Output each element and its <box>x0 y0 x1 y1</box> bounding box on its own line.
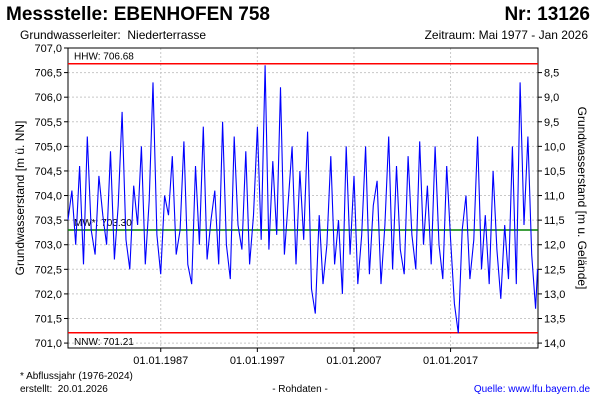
y2-tick-label: 11,0 <box>544 191 565 203</box>
y2-axis-label: Grundwasserstand [m u. Gelände] <box>575 107 589 290</box>
created-date: erstellt: 20.01.2026 <box>20 384 108 395</box>
y2-tick-label: 9,5 <box>544 117 559 129</box>
y-axis-label: Grundwasserstand [m ü. NN] <box>13 121 27 276</box>
period-label: Zeitraum: Mai 1977 - Jan 2026 <box>424 28 588 42</box>
grid-lines <box>68 47 538 348</box>
series-line <box>67 65 539 334</box>
station-number: Nr: 13126 <box>504 4 590 25</box>
y2-tick-label: 8,5 <box>544 68 559 80</box>
y2-tick-label: 13,5 <box>544 313 565 325</box>
y-tick-label: 702,5 <box>34 264 62 276</box>
x-tick-label: 01.01.2017 <box>423 355 478 367</box>
x-tick-label: 01.01.1997 <box>230 355 285 367</box>
y2-tick-label: 12,5 <box>544 264 565 276</box>
created-label: erstellt: <box>20 384 53 395</box>
y2-tick-label: 12,0 <box>544 240 565 252</box>
footnote: * Abflussjahr (1976-2024) <box>20 371 133 382</box>
ref-label-hhw: HHW: 706.68 <box>74 52 134 63</box>
y-tick-label: 701,0 <box>34 338 62 350</box>
source-link[interactable]: Quelle: www.lfu.bayern.de <box>473 384 590 395</box>
plot-frame <box>67 47 539 349</box>
y2-tick-label: 9,0 <box>544 92 559 104</box>
raw-data-label: - Rohdaten - <box>272 384 328 395</box>
aquifer-info: Grundwasserleiter: Niederterrasse <box>20 28 206 42</box>
y2-tick-label: 11,5 <box>544 215 565 227</box>
y-tick-label: 704,5 <box>34 166 62 178</box>
y-tick-label: 705,0 <box>34 141 62 153</box>
y2-tick-label: 14,0 <box>544 338 565 350</box>
page-title: Messstelle: EBENHOFEN 758 <box>6 4 270 25</box>
y-tick-label: 701,5 <box>34 313 62 325</box>
series-group <box>67 65 539 334</box>
y-tick-label: 707,0 <box>34 43 62 55</box>
y-tick-label: 705,5 <box>34 117 62 129</box>
aquifer-label: Grundwasserleiter: <box>20 28 121 42</box>
x-tick-label: 01.01.2007 <box>326 355 381 367</box>
y2-tick-label: 10,5 <box>544 166 565 178</box>
y2-tick-label: 13,0 <box>544 289 565 301</box>
y-tick-label: 706,0 <box>34 92 62 104</box>
aquifer-value: Niederterrasse <box>127 28 207 42</box>
y2-tick-label: 10,0 <box>544 141 565 153</box>
axes-group: 701,0 701,5 702,0 702,5 703,0 703,5 704,0 704,5… <box>34 43 565 367</box>
ref-label-nnw: NNW: 701.21 <box>74 337 134 348</box>
x-tick-label: 01.01.1987 <box>133 355 188 367</box>
y-tick-label: 702,0 <box>34 289 62 301</box>
y-tick-label: 706,5 <box>34 68 62 80</box>
created-value: 20.01.2026 <box>57 384 108 395</box>
ref-label-mw: MW*: 703.30 <box>74 218 132 229</box>
y-tick-label: 703,5 <box>34 215 62 227</box>
y-tick-label: 703,0 <box>34 240 62 252</box>
y-tick-label: 704,0 <box>34 191 62 203</box>
